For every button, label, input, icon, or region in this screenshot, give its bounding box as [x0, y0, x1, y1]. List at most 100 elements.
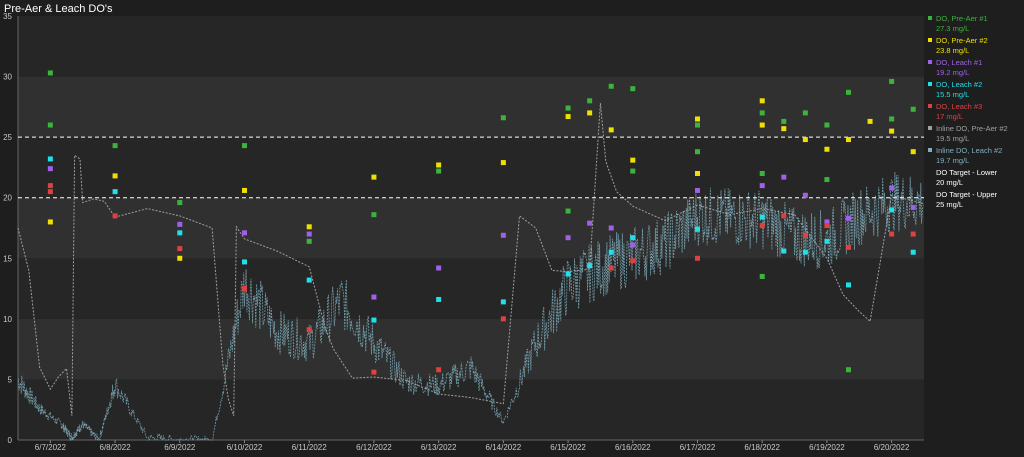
grid-band — [18, 137, 924, 198]
data-point — [306, 231, 312, 237]
y-tick-label: 35 — [3, 12, 12, 21]
legend-value: 20 mg/L — [936, 177, 964, 187]
data-point — [824, 219, 830, 225]
data-point — [608, 265, 614, 271]
data-point — [889, 207, 895, 213]
legend-item: DO, Pre-Aer #1 27.3 mg/L — [928, 14, 1022, 33]
data-point — [889, 78, 895, 84]
x-tick-label: 6/9/2022 — [164, 443, 196, 452]
data-point — [608, 249, 614, 255]
data-point — [846, 282, 851, 288]
data-point — [242, 259, 247, 265]
data-point — [500, 115, 506, 121]
data-point — [695, 116, 700, 122]
data-point — [846, 367, 851, 373]
legend-swatch — [928, 148, 932, 152]
data-point — [910, 106, 916, 112]
data-point — [802, 110, 808, 116]
data-point — [112, 189, 118, 195]
legend-swatch — [928, 126, 932, 130]
data-point — [759, 273, 765, 279]
x-tick-label: 6/10/2022 — [227, 443, 263, 452]
data-point — [436, 168, 442, 174]
x-tick-label: 6/11/2022 — [292, 443, 328, 452]
data-point — [630, 157, 636, 163]
data-point — [112, 213, 118, 219]
data-point — [436, 265, 442, 271]
data-point — [177, 230, 183, 236]
legend-item: Inline DO, Pre-Aer #2 19.5 mg/L — [928, 124, 1022, 143]
grid-band — [18, 197, 924, 259]
y-tick-label: 30 — [3, 73, 12, 82]
data-point — [436, 367, 442, 373]
data-point — [112, 173, 118, 179]
legend-label: DO, Pre-Aer #2 — [936, 36, 988, 45]
data-point — [47, 219, 53, 225]
data-point — [47, 70, 53, 76]
legend-item: DO, Leach #3 17 mg/L — [928, 102, 1022, 121]
data-point — [802, 192, 808, 198]
data-point — [47, 189, 53, 195]
legend-item: DO Target - Lower 20 mg/L — [928, 168, 1022, 187]
data-point — [242, 143, 247, 149]
data-point — [565, 271, 571, 277]
data-point — [889, 128, 895, 134]
x-tick-label: 6/16/2022 — [615, 443, 651, 452]
data-point — [242, 286, 247, 292]
data-point — [565, 114, 571, 120]
legend-item: DO, Leach #1 19.2 mg/L — [928, 58, 1022, 77]
y-tick-label: 10 — [3, 315, 12, 324]
legend-label: DO, Pre-Aer #1 — [936, 14, 988, 23]
data-point — [824, 177, 830, 183]
data-point — [695, 149, 700, 155]
x-tick-label: 6/18/2022 — [744, 443, 780, 452]
legend-value: 19.2 mg/L — [936, 67, 970, 77]
legend-value: 27.3 mg/L — [936, 23, 970, 33]
data-point — [759, 214, 765, 220]
data-point — [177, 221, 183, 227]
legend-item: Inline DO, Leach #2 19.7 mg/L — [928, 146, 1022, 165]
data-point — [889, 185, 895, 191]
data-point — [630, 168, 636, 174]
data-point — [630, 258, 636, 264]
data-point — [500, 232, 506, 238]
data-point — [306, 277, 312, 283]
data-point — [371, 174, 377, 180]
data-point — [587, 98, 593, 104]
data-point — [759, 223, 765, 229]
data-point — [889, 231, 895, 237]
data-point — [759, 98, 765, 104]
data-point — [565, 208, 571, 214]
data-point — [242, 187, 247, 193]
x-tick-label: 6/7/2022 — [35, 443, 67, 452]
data-point — [436, 162, 442, 168]
data-point — [306, 327, 312, 333]
data-point — [695, 187, 700, 193]
data-point — [500, 316, 506, 322]
x-tick-label: 6/14/2022 — [486, 443, 522, 452]
data-point — [630, 235, 636, 241]
data-point — [910, 149, 916, 155]
data-point — [867, 118, 873, 124]
legend-swatch — [928, 16, 932, 20]
data-point — [759, 183, 765, 189]
data-point — [910, 231, 916, 237]
data-point — [759, 110, 765, 116]
data-point — [910, 204, 916, 210]
data-point — [47, 122, 53, 128]
legend-label: DO Target - Upper — [936, 190, 998, 199]
data-point — [824, 146, 830, 152]
grid-band — [18, 258, 924, 319]
data-point — [47, 156, 53, 162]
data-point — [242, 230, 247, 236]
data-point — [565, 235, 571, 241]
data-point — [630, 86, 636, 92]
data-point — [781, 213, 787, 219]
legend-value: 19.7 mg/L — [936, 155, 970, 165]
data-point — [910, 249, 916, 255]
data-point — [436, 296, 442, 302]
x-tick-label: 6/12/2022 — [356, 443, 392, 452]
legend: DO, Pre-Aer #1 27.3 mg/L DO, Pre-Aer #2 23.… — [928, 14, 1022, 212]
data-point — [802, 249, 808, 255]
